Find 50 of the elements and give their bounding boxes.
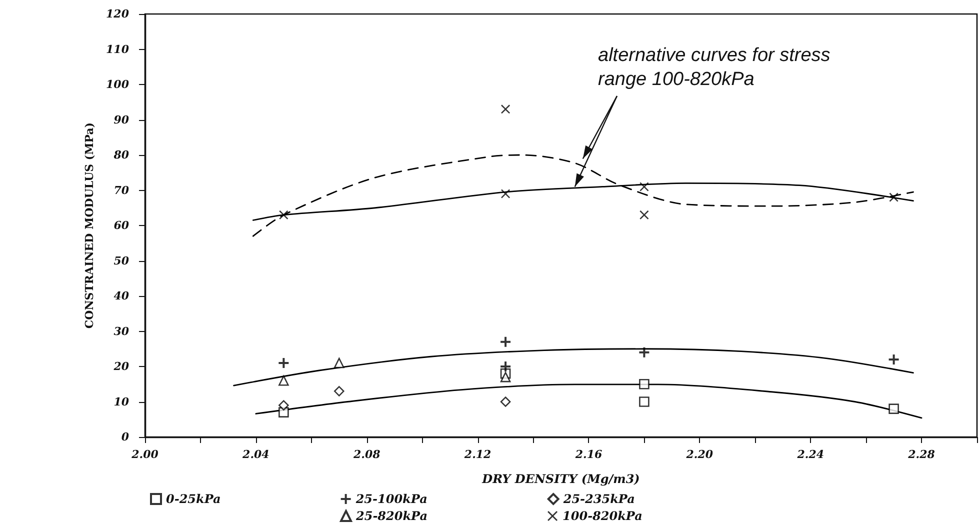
point (334, 386, 344, 396)
y-tick-label: 10 (114, 395, 130, 408)
line-series (252, 154, 914, 237)
x-tick-label: 2.20 (685, 448, 714, 461)
x-axis-title: DRY DENSITY (Mg/m3) (481, 472, 640, 486)
x-tick-label: 2.08 (352, 448, 381, 461)
legend-label: 25-820kPa (355, 509, 428, 523)
y-tick-label: 70 (114, 184, 130, 197)
point (500, 372, 511, 382)
x-tick-label: 2.24 (796, 448, 824, 461)
point (278, 407, 289, 418)
point (639, 347, 650, 358)
x-tick-label: 2.00 (130, 448, 159, 461)
legend-label: 25-100kPa (354, 492, 428, 506)
point (279, 210, 288, 220)
y-tick-label: 100 (106, 78, 130, 91)
y-tick-label: 20 (112, 360, 130, 373)
point (639, 378, 650, 390)
point (500, 362, 511, 372)
point (278, 358, 289, 368)
y-tick-label: 40 (114, 290, 130, 302)
y-tick-label: 0 (121, 430, 130, 444)
annotation: alternative curves for stress range 100-820kPa (598, 44, 832, 92)
y-tick-label: 110 (106, 42, 130, 56)
y-tick-label: 50 (114, 254, 130, 268)
legend-label: 0-25kPa (166, 492, 221, 506)
y-tick-label: 60 (114, 219, 130, 232)
y-axis-title: CONSTRAINED MODULUS (MPa) (83, 122, 96, 329)
x-tick-label: 2.16 (574, 448, 602, 461)
y-tick-label: 30 (114, 324, 130, 338)
point (888, 354, 899, 364)
legend-label: 100-820kPa (562, 509, 642, 523)
point (334, 358, 344, 368)
point (501, 104, 510, 114)
point (500, 336, 511, 347)
point (640, 210, 649, 220)
x-tick-label: 2.04 (242, 448, 270, 461)
point (501, 189, 510, 198)
point (500, 396, 511, 407)
y-tick-label: 120 (106, 8, 130, 20)
point (639, 396, 650, 407)
x-tick-label: 2.12 (463, 448, 492, 461)
point (888, 404, 899, 414)
y-tick-label: 80 (112, 148, 130, 162)
line-series (233, 348, 914, 386)
legend-label: 25-235kPa (562, 492, 635, 506)
point (278, 375, 289, 386)
y-tick-label: 90 (114, 113, 130, 126)
x-tick-label: 2.28 (907, 448, 936, 461)
point (278, 400, 289, 410)
